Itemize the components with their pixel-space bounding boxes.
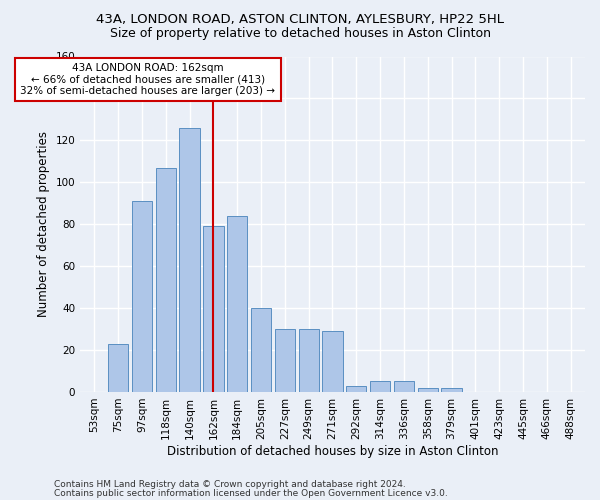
- Text: Contains HM Land Registry data © Crown copyright and database right 2024.: Contains HM Land Registry data © Crown c…: [54, 480, 406, 489]
- Text: 43A LONDON ROAD: 162sqm
← 66% of detached houses are smaller (413)
32% of semi-d: 43A LONDON ROAD: 162sqm ← 66% of detache…: [20, 63, 275, 96]
- Bar: [275, 329, 295, 392]
- Bar: [346, 386, 367, 392]
- Bar: [251, 308, 271, 392]
- Bar: [132, 201, 152, 392]
- Bar: [203, 226, 224, 392]
- Bar: [299, 329, 319, 392]
- Text: 43A, LONDON ROAD, ASTON CLINTON, AYLESBURY, HP22 5HL: 43A, LONDON ROAD, ASTON CLINTON, AYLESBU…: [96, 12, 504, 26]
- Text: Contains public sector information licensed under the Open Government Licence v3: Contains public sector information licen…: [54, 488, 448, 498]
- Bar: [442, 388, 462, 392]
- Bar: [179, 128, 200, 392]
- Bar: [108, 344, 128, 392]
- Bar: [394, 382, 414, 392]
- Bar: [155, 168, 176, 392]
- Text: Size of property relative to detached houses in Aston Clinton: Size of property relative to detached ho…: [110, 26, 491, 40]
- Bar: [370, 382, 390, 392]
- Bar: [322, 331, 343, 392]
- Bar: [227, 216, 247, 392]
- X-axis label: Distribution of detached houses by size in Aston Clinton: Distribution of detached houses by size …: [167, 444, 498, 458]
- Y-axis label: Number of detached properties: Number of detached properties: [37, 131, 50, 317]
- Bar: [418, 388, 438, 392]
